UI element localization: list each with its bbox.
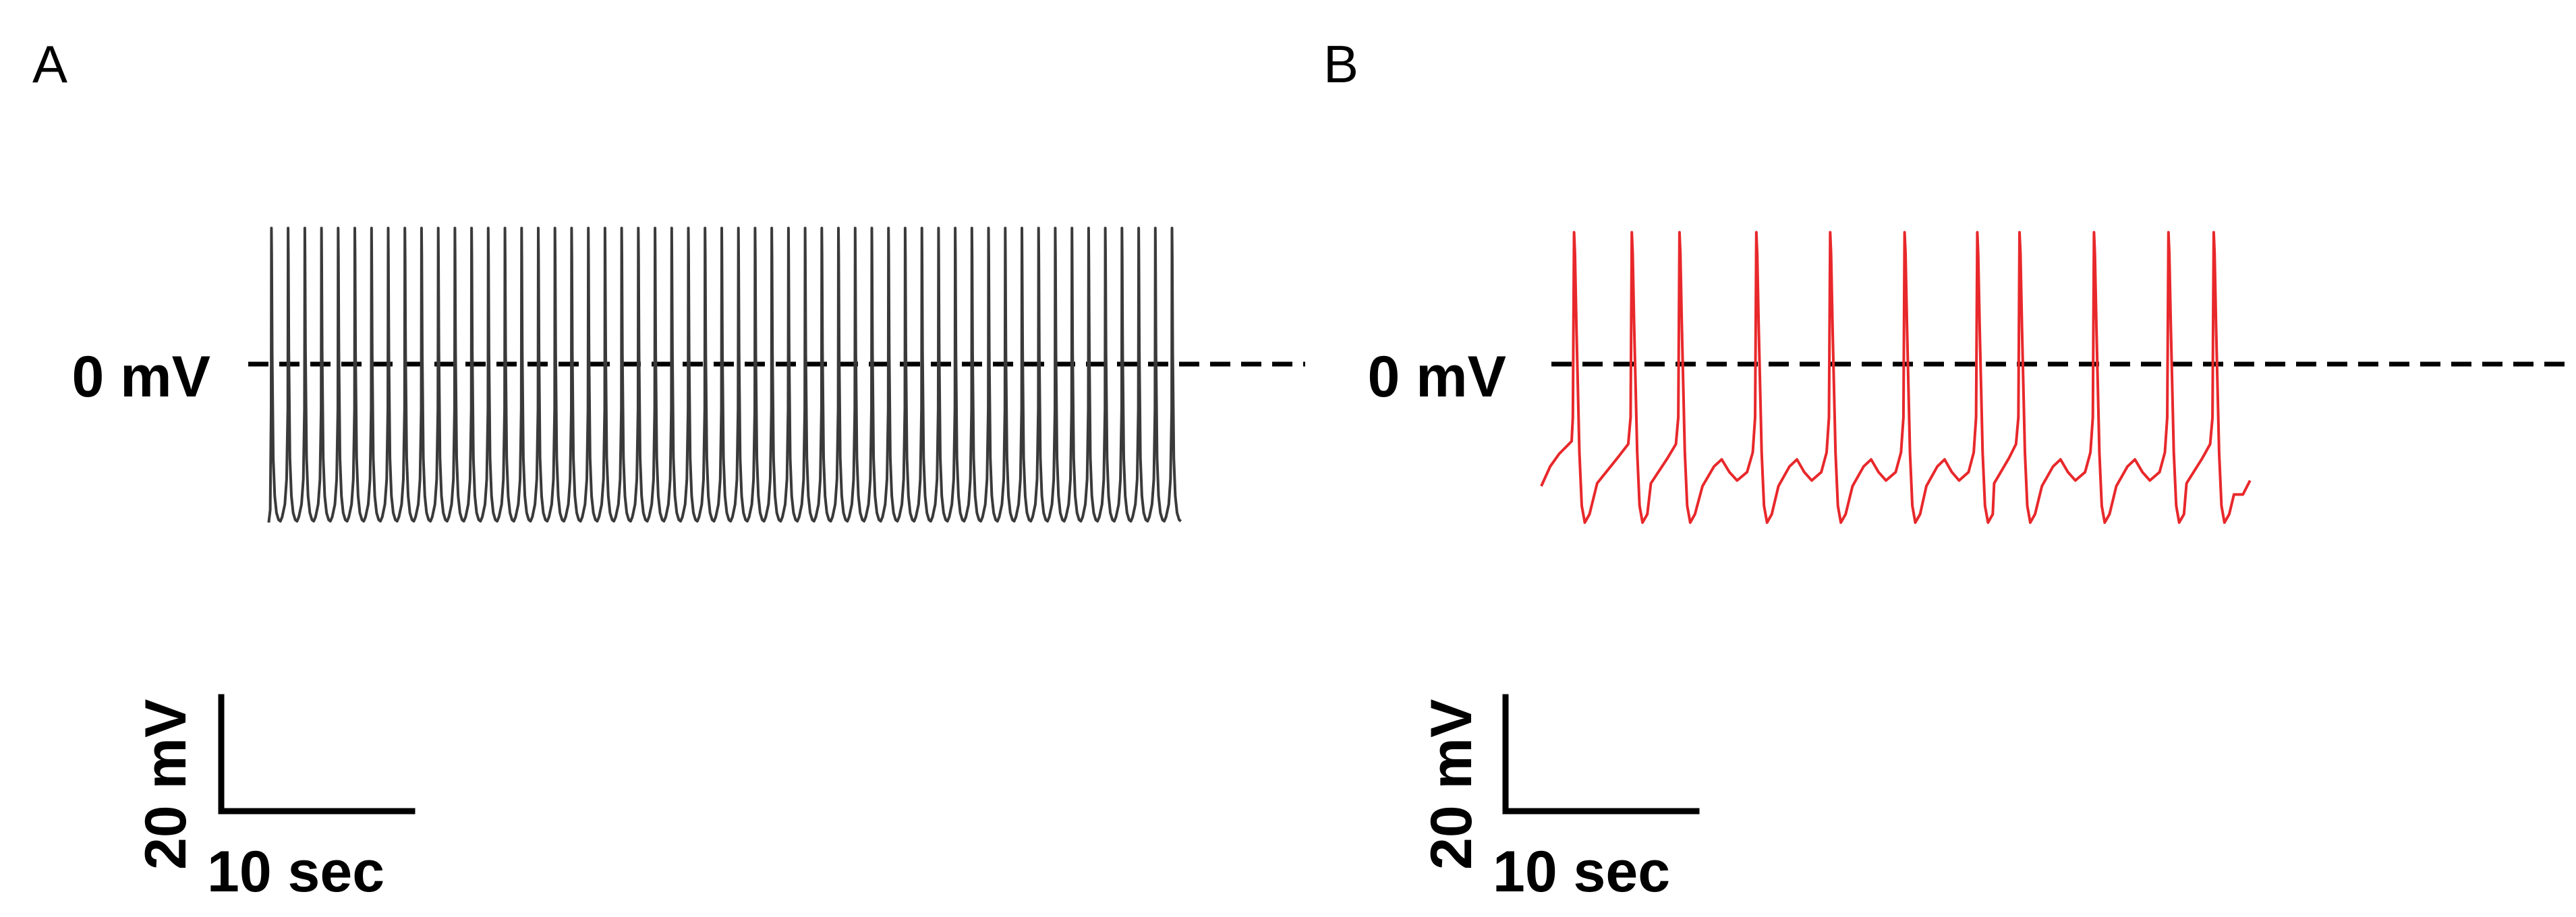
panel-b-chart: B 0 mV 20 mV 10 sec [1323,34,2574,904]
panel-b-scale-bar [1502,694,1700,815]
panel-b-time-scale-label: 10 sec [1493,839,1670,904]
panel-a-scale-bar [218,694,416,815]
panel-a-letter: A [32,34,67,94]
panel-a-time-scale-label: 10 sec [207,839,384,904]
panel-a-voltage-trace [267,227,1182,523]
panel-b-voltage-trace [1540,231,2252,524]
panel-b-letter: B [1323,34,1358,94]
panel-b: B 0 mV 20 mV 10 sec [1309,0,2576,917]
panel-a-zero-mv-label: 0 mV [71,345,210,409]
panel-a-voltage-scale-label: 20 mV [134,699,198,870]
panel-b-zero-mv-label: 0 mV [1367,345,1506,409]
panel-a: A 0 mV 20 mV 10 sec [32,34,1305,904]
panel-a-chart: A 0 mV 20 mV 10 sec [32,34,1305,904]
panel-b-voltage-scale-label: 20 mV [1419,699,1484,870]
